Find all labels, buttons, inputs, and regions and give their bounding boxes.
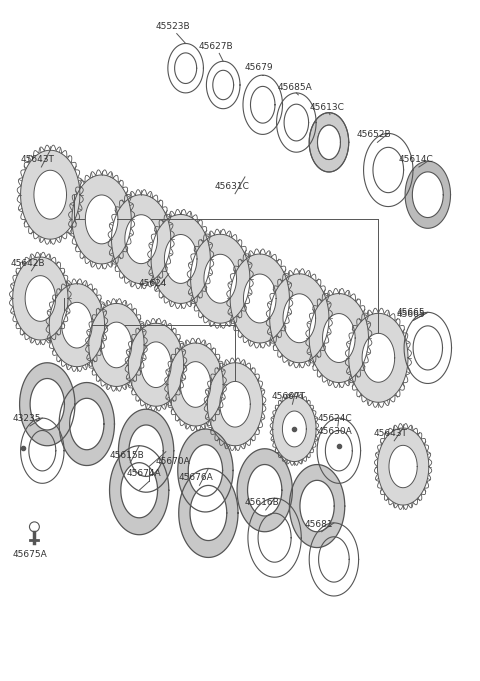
Polygon shape bbox=[243, 274, 276, 323]
Polygon shape bbox=[289, 464, 345, 548]
Polygon shape bbox=[230, 254, 289, 343]
Text: 45674A: 45674A bbox=[126, 469, 161, 479]
Polygon shape bbox=[204, 254, 237, 303]
Text: 45616B: 45616B bbox=[245, 498, 280, 507]
Text: 45523B: 45523B bbox=[156, 22, 191, 31]
Polygon shape bbox=[362, 333, 395, 382]
Polygon shape bbox=[151, 215, 210, 304]
Polygon shape bbox=[273, 396, 316, 462]
Polygon shape bbox=[30, 379, 64, 430]
Text: 45624: 45624 bbox=[138, 279, 167, 288]
Polygon shape bbox=[180, 362, 211, 407]
Polygon shape bbox=[191, 234, 250, 323]
Polygon shape bbox=[248, 464, 282, 516]
Polygon shape bbox=[25, 276, 56, 321]
Text: 45614C: 45614C bbox=[398, 155, 433, 164]
Polygon shape bbox=[377, 428, 429, 505]
Text: 45665: 45665 bbox=[396, 308, 425, 317]
Polygon shape bbox=[109, 446, 169, 535]
Polygon shape bbox=[129, 425, 163, 477]
Polygon shape bbox=[188, 445, 223, 496]
Polygon shape bbox=[89, 304, 144, 386]
Polygon shape bbox=[72, 175, 131, 264]
Text: 45652B: 45652B bbox=[357, 131, 391, 140]
Polygon shape bbox=[412, 172, 443, 217]
Text: 45675A: 45675A bbox=[12, 550, 48, 558]
Polygon shape bbox=[21, 151, 80, 239]
Polygon shape bbox=[389, 445, 417, 488]
Polygon shape bbox=[179, 469, 238, 558]
Polygon shape bbox=[237, 449, 292, 532]
Polygon shape bbox=[111, 195, 171, 284]
Polygon shape bbox=[300, 480, 334, 532]
Polygon shape bbox=[190, 486, 227, 541]
Polygon shape bbox=[349, 313, 408, 402]
Polygon shape bbox=[121, 462, 157, 518]
Polygon shape bbox=[178, 429, 233, 512]
Text: 45685A: 45685A bbox=[277, 83, 312, 92]
Polygon shape bbox=[164, 234, 197, 283]
Text: 45630A: 45630A bbox=[317, 427, 352, 436]
Polygon shape bbox=[270, 274, 329, 363]
Text: 45667T: 45667T bbox=[272, 392, 306, 401]
Text: 45643T: 45643T bbox=[373, 429, 408, 438]
Polygon shape bbox=[283, 294, 316, 343]
Text: 45670A: 45670A bbox=[156, 457, 191, 466]
Text: 45624C: 45624C bbox=[317, 414, 352, 423]
Polygon shape bbox=[220, 381, 250, 427]
Text: 45613C: 45613C bbox=[309, 103, 344, 112]
Polygon shape bbox=[168, 343, 223, 426]
Polygon shape bbox=[125, 215, 157, 264]
Polygon shape bbox=[49, 284, 105, 366]
Text: 45679: 45679 bbox=[245, 63, 274, 72]
Text: 45643T: 45643T bbox=[21, 155, 54, 164]
Polygon shape bbox=[405, 161, 451, 228]
Polygon shape bbox=[101, 322, 132, 368]
Polygon shape bbox=[119, 409, 174, 492]
Polygon shape bbox=[141, 342, 171, 387]
Text: 45627B: 45627B bbox=[199, 42, 233, 50]
Polygon shape bbox=[59, 383, 114, 466]
Text: 45642B: 45642B bbox=[11, 259, 45, 268]
Text: 45615B: 45615B bbox=[109, 451, 144, 460]
Text: 45665: 45665 bbox=[396, 311, 425, 319]
Text: 45676A: 45676A bbox=[179, 473, 214, 482]
Polygon shape bbox=[85, 195, 118, 244]
Polygon shape bbox=[323, 313, 355, 362]
Polygon shape bbox=[207, 363, 263, 446]
Polygon shape bbox=[12, 257, 68, 340]
Polygon shape bbox=[70, 398, 104, 449]
Text: 45681: 45681 bbox=[304, 520, 333, 529]
Polygon shape bbox=[34, 170, 67, 219]
Polygon shape bbox=[309, 112, 349, 172]
Polygon shape bbox=[309, 294, 369, 383]
Text: 45631C: 45631C bbox=[214, 182, 249, 191]
Polygon shape bbox=[317, 125, 340, 159]
Polygon shape bbox=[62, 302, 92, 348]
Polygon shape bbox=[282, 411, 306, 447]
Polygon shape bbox=[128, 323, 184, 407]
Text: 43235: 43235 bbox=[12, 414, 41, 423]
Polygon shape bbox=[20, 363, 75, 446]
